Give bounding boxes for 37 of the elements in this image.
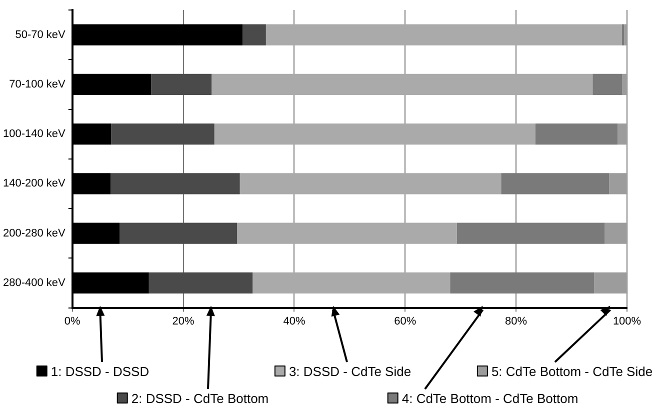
bar <box>242 24 266 46</box>
legend-label: 5: CdTe Bottom - CdTe Side <box>491 364 653 379</box>
bar <box>111 124 214 145</box>
y-tick-label: 50-70 keV <box>15 28 66 41</box>
y-tick-label: 140-200 keV <box>2 178 66 190</box>
bar <box>609 173 627 194</box>
y-tick-label: 70-100 keV <box>9 78 66 90</box>
bar <box>594 272 627 294</box>
legend-label: 1: DSSD - DSSD <box>50 364 150 379</box>
legend-label: 4: CdTe Bottom - CdTe Bottom <box>402 391 578 406</box>
bar <box>240 173 502 194</box>
x-tick-label: 100% <box>612 315 642 328</box>
x-tick-label: 60% <box>394 315 416 328</box>
x-tick-label: 80% <box>505 315 528 328</box>
bar <box>618 124 627 145</box>
x-tick-label: 0% <box>64 315 81 328</box>
bar <box>592 74 622 95</box>
bar <box>237 222 457 244</box>
x-tick-label: 20% <box>172 315 195 328</box>
bar <box>252 272 450 294</box>
legend-label: 2: DSSD - CdTe Bottom <box>131 391 269 406</box>
bar <box>622 74 627 95</box>
bar <box>120 222 238 244</box>
bar <box>624 24 627 46</box>
bar <box>266 24 622 46</box>
bar <box>604 222 627 244</box>
x-tick-label: 40% <box>283 315 306 328</box>
legend-label: 3: DSSD - CdTe Side <box>288 364 412 379</box>
bar <box>212 74 593 95</box>
y-tick-label: 100-140 keV <box>2 128 66 140</box>
bar <box>148 272 253 294</box>
bar <box>214 124 536 145</box>
y-tick-label: 200-280 keV <box>2 227 66 240</box>
bar <box>110 173 240 194</box>
bar <box>535 124 618 145</box>
bar <box>151 74 212 95</box>
y-tick-label: 280-400 keV <box>2 277 66 290</box>
